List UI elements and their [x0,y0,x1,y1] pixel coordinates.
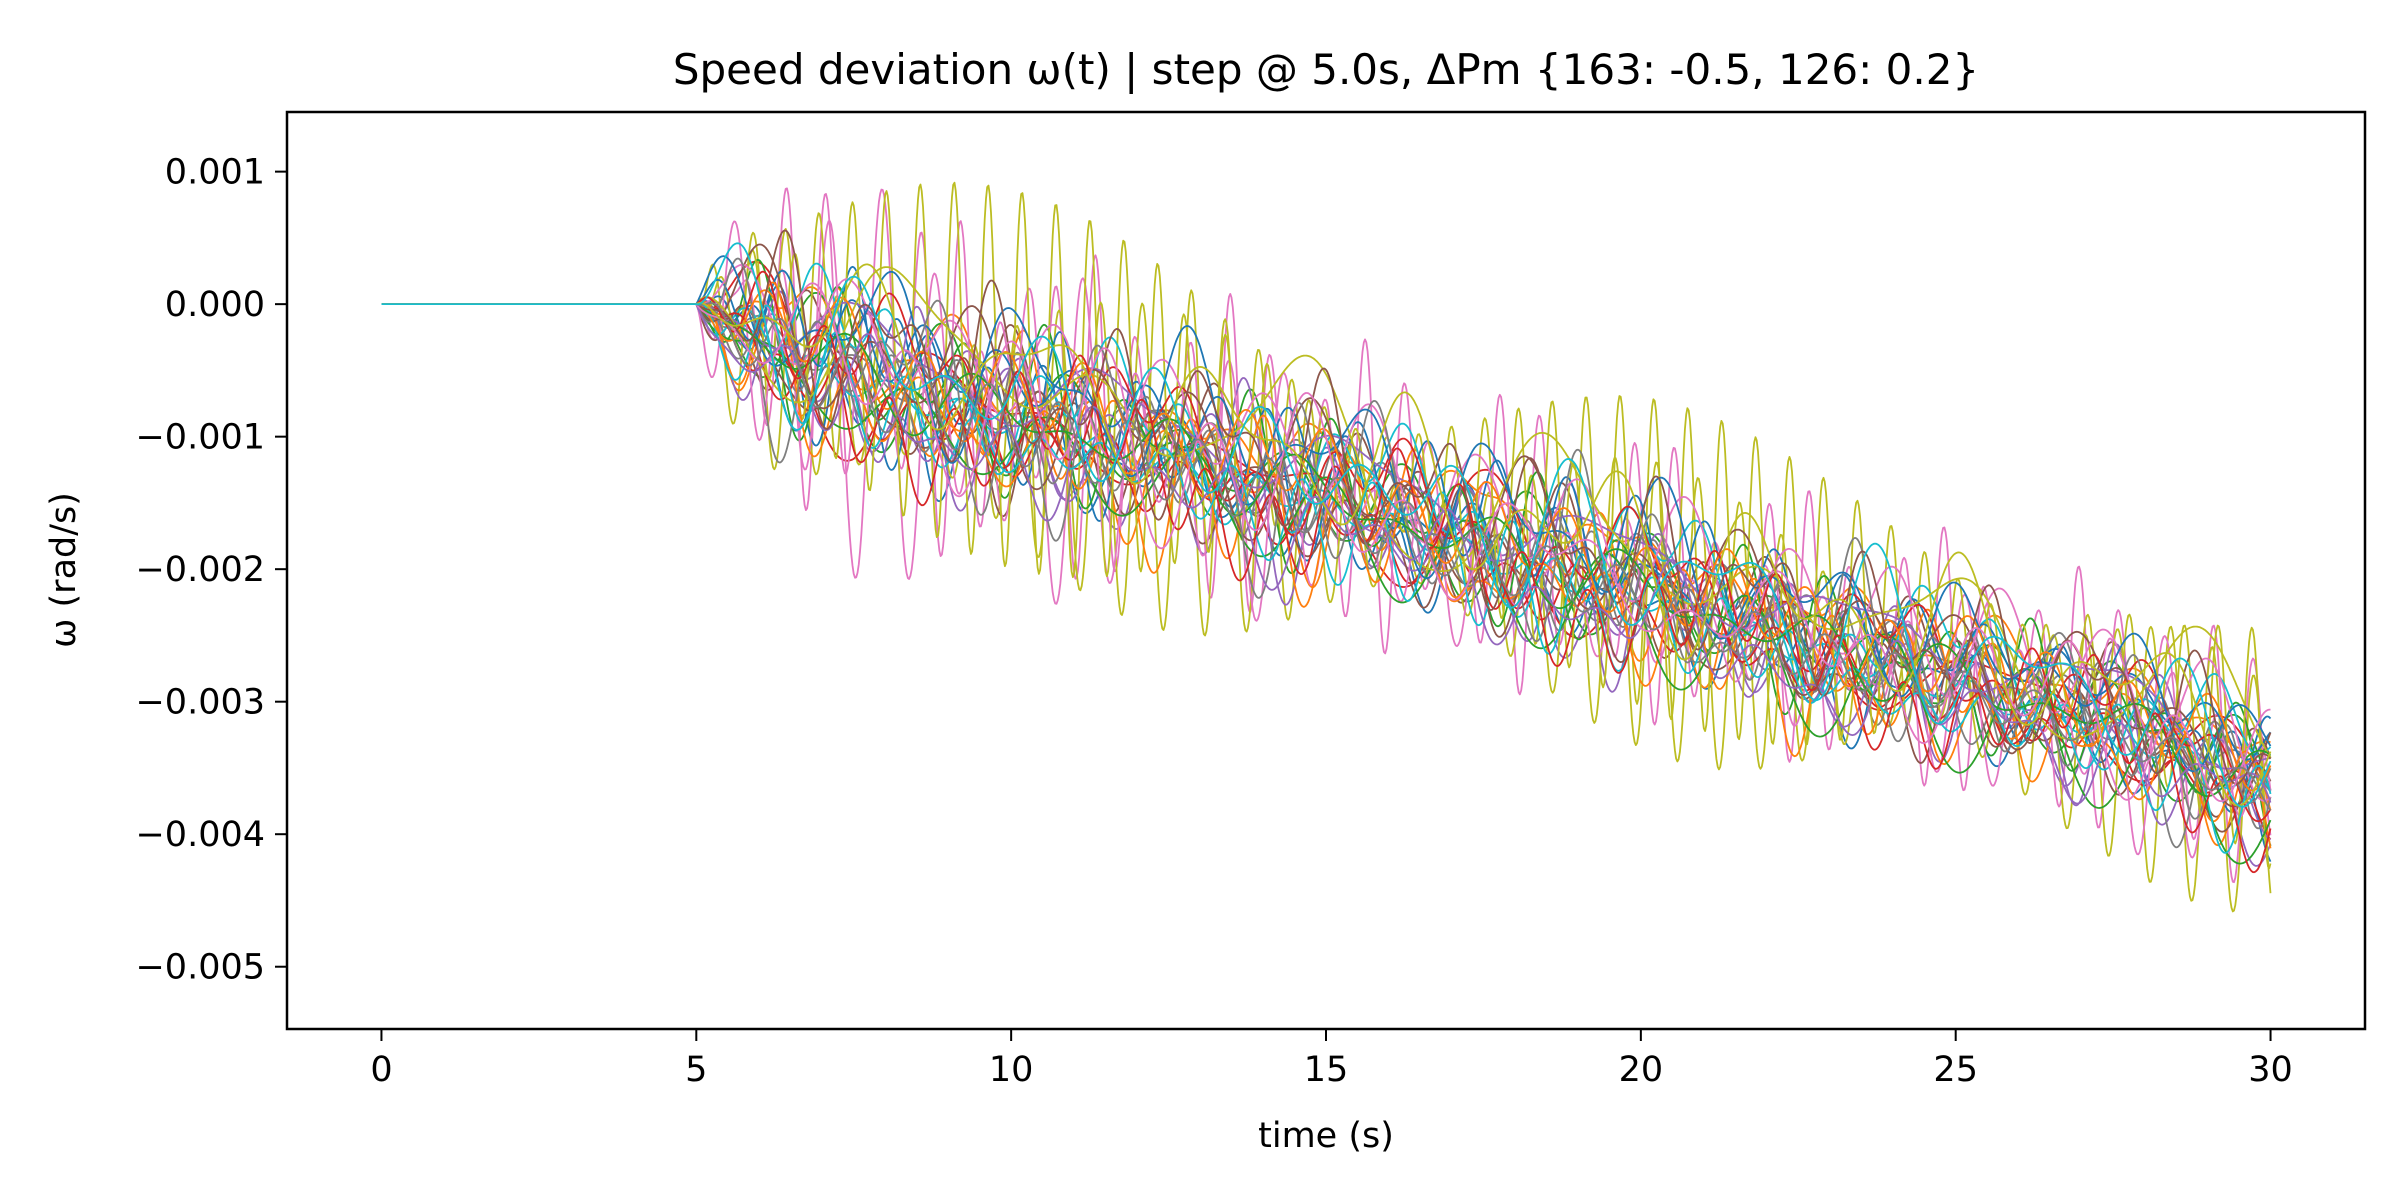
plot-area [285,110,2367,1031]
y-tick-label: −0.005 [135,948,265,988]
y-tick-label: 0.001 [165,153,265,193]
series-line [381,243,2272,808]
series-line [381,229,2272,785]
x-tick-label: 10 [989,1050,1034,1090]
y-tick-label: −0.001 [135,418,265,458]
x-tick-label: 5 [685,1050,707,1090]
plot-frame [285,110,2367,1031]
series-line [381,231,2272,913]
series-line [381,242,2272,808]
x-tick-label: 20 [1619,1050,1664,1090]
series-line [381,260,2272,791]
series-line [381,257,2272,849]
x-tick-label: 0 [370,1050,392,1090]
x-tick-label: 25 [1933,1050,1978,1090]
y-tick-label: 0.000 [165,285,265,325]
y-axis-ticks: 0.001 0.000 −0.001 −0.002 −0.003 −0.004 −0.005 [135,153,287,988]
series-line [381,282,2271,803]
traces [381,181,2272,913]
series-line [381,303,2272,840]
x-axis-ticks: 0 5 10 15 20 25 30 [370,1029,2293,1090]
x-tick-label: 30 [2248,1050,2293,1090]
series-line [381,259,2272,847]
series-line [381,255,2272,773]
series-line [381,303,2272,805]
series-line [381,270,2272,874]
series-line [381,263,2272,802]
y-axis-label: ω (rad/s) [44,492,84,648]
series-line [381,188,2272,859]
y-tick-label: −0.003 [135,683,265,723]
series-line [381,302,2272,811]
x-axis-label: time (s) [1258,1116,1394,1156]
series-line [381,265,2272,813]
y-tick-label: −0.004 [135,815,265,855]
series-line [381,263,2272,807]
series-line [381,289,2272,792]
y-tick-label: −0.002 [135,550,265,590]
series-line [381,287,2272,847]
series-line [381,303,2272,797]
x-tick-label: 15 [1304,1050,1349,1090]
chart-title: Speed deviation ω(t) | step @ 5.0s, ΔPm … [673,45,1979,94]
